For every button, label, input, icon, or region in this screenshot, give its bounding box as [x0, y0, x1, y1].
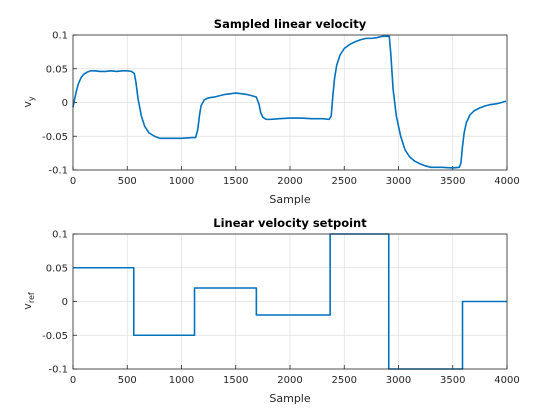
- x-tick-label: 4000: [494, 375, 519, 386]
- x-tick-label: 2500: [332, 375, 357, 386]
- x-tick-label: 3000: [386, 375, 411, 386]
- plot-frame: [72, 34, 508, 171]
- x-axis-label: Sample: [269, 392, 310, 405]
- y-axis-label-sub: ref: [27, 292, 36, 303]
- x-tick-label: 2000: [277, 176, 302, 187]
- x-tick-label: 0: [70, 375, 76, 386]
- data-line: [72, 35, 507, 169]
- subplot-sampled-velocity: Sampled linear velocity -0.1 -0.05 0 0.05 0.…: [21, 17, 520, 206]
- y-tick-label: 0.1: [52, 230, 68, 241]
- y-tick-label: -0.1: [48, 166, 68, 177]
- y-axis-label-base: v: [21, 101, 34, 108]
- y-tick-labels: -0.1 -0.05 0 0.05 0.1: [42, 230, 77, 376]
- y-tick-label: -0.05: [42, 132, 68, 143]
- chart-title: Linear velocity setpoint: [213, 216, 367, 230]
- x-tick-label: 500: [118, 176, 137, 187]
- y-tick-label: -0.05: [42, 331, 68, 342]
- subplot-velocity-setpoint: Linear velocity setpoint -0.1 -0.05 0 0.05 0…: [21, 216, 520, 405]
- y-tick-label: 0.1: [52, 31, 68, 42]
- y-axis-label: vref: [21, 292, 36, 310]
- x-tick-label: 3000: [386, 176, 411, 187]
- x-tick-label: 2500: [332, 176, 357, 187]
- y-axis-label: vy: [21, 96, 36, 108]
- y-tick-label: 0.05: [46, 64, 68, 75]
- x-tick-label: 2000: [277, 375, 302, 386]
- y-tick-label: 0: [62, 297, 68, 308]
- x-tick-label: 0: [70, 176, 76, 187]
- y-axis-label-sub: y: [27, 96, 36, 101]
- x-tick-label: 1000: [169, 375, 194, 386]
- x-tick-label: 1000: [169, 176, 194, 187]
- x-axis-label: Sample: [269, 193, 310, 206]
- x-tick-label: 3500: [440, 176, 465, 187]
- x-tick-label: 1500: [223, 176, 248, 187]
- x-tick-labels: 0 500 1000 1500 2000 2500 3000 3500 4000: [70, 365, 520, 386]
- x-tick-label: 4000: [494, 176, 519, 187]
- y-tick-label: 0.05: [46, 263, 68, 274]
- plot-frame: [72, 233, 508, 370]
- y-tick-labels: -0.1 -0.05 0 0.05 0.1: [42, 31, 77, 177]
- chart-title: Sampled linear velocity: [214, 17, 367, 31]
- x-tick-label: 3500: [440, 375, 465, 386]
- y-tick-label: 0: [62, 98, 68, 109]
- x-tick-label: 500: [118, 375, 137, 386]
- x-tick-label: 1500: [223, 375, 248, 386]
- grid-lines: [72, 233, 508, 370]
- y-tick-label: -0.1: [48, 365, 68, 376]
- series-line: [72, 35, 507, 169]
- x-tick-labels: 0 500 1000 1500 2000 2500 3000 3500 4000: [70, 166, 520, 187]
- y-axis-label-base: v: [21, 303, 34, 310]
